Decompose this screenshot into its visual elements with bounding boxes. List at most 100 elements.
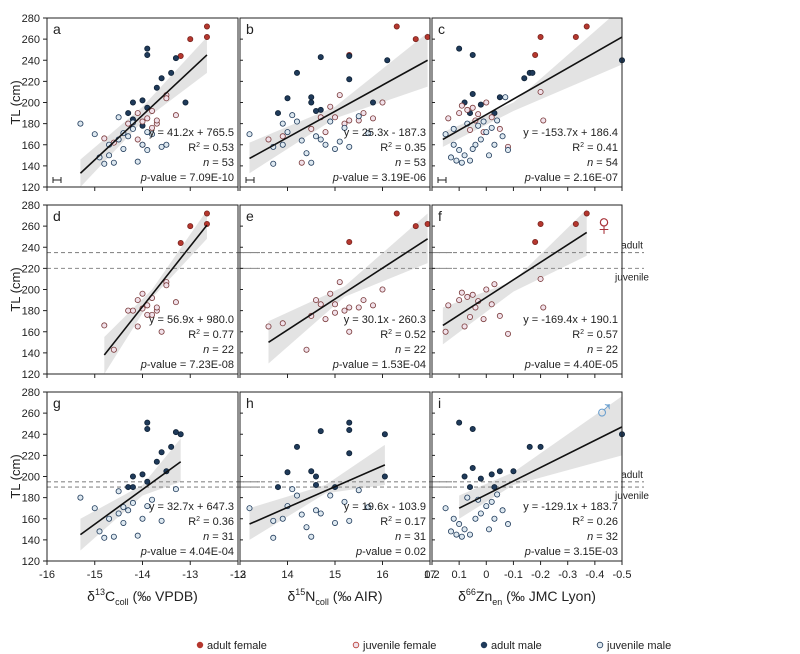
data-point: [144, 478, 151, 485]
regression-equation: y = -169.4x + 190.1: [523, 314, 618, 326]
confidence-band: [442, 209, 587, 345]
x-tick-label: -0.3: [558, 569, 577, 581]
data-point: [327, 103, 334, 110]
r-squared-label: R: [188, 142, 196, 154]
data-point: [445, 115, 452, 122]
data-point: [412, 223, 419, 230]
x-axis-label-sub: en: [492, 597, 502, 607]
sample-size-value: = 22: [593, 344, 618, 356]
data-point: [488, 114, 495, 121]
x-tick-label: 16: [376, 569, 388, 581]
data-point: [144, 419, 151, 426]
legend-label: juvenile male: [606, 640, 671, 652]
r-squared-label: R: [572, 516, 580, 528]
data-point: [504, 521, 511, 528]
sample-size-label: n: [395, 157, 401, 169]
r-squared-value: = 0.35: [392, 142, 426, 154]
panel-letter: a: [53, 21, 61, 37]
data-point: [144, 311, 151, 318]
data-point: [456, 110, 463, 117]
r-squared-sup: 2: [196, 329, 200, 336]
data-point: [279, 320, 286, 327]
data-point: [346, 117, 353, 124]
data-point: [458, 159, 465, 166]
y-tick-label: 120: [22, 556, 40, 568]
r-squared-label: R: [188, 516, 196, 528]
data-point: [346, 143, 353, 150]
y-axis-label: TL (cm): [8, 267, 23, 311]
x-tick-label: -0.1: [504, 569, 523, 581]
data-point: [312, 473, 319, 480]
data-point: [355, 487, 362, 494]
data-point: [458, 102, 465, 109]
panel-a: a y = 41.2x + 765.5 R2 = 0.53 n = 53 p-value…: [8, 13, 239, 194]
data-point: [488, 471, 495, 478]
data-point: [491, 515, 498, 522]
data-point: [172, 299, 179, 306]
y-tick-label: 260: [22, 408, 40, 420]
y-axis-label: TL (cm): [8, 454, 23, 498]
data-point: [139, 515, 146, 522]
data-point: [477, 101, 484, 108]
data-point: [279, 515, 286, 522]
data-point: [187, 36, 194, 43]
r-squared-sup: 2: [388, 142, 392, 149]
data-point: [317, 106, 324, 113]
data-point: [461, 323, 468, 330]
data-point: [521, 75, 528, 82]
x-tick-label: -0.5: [613, 569, 632, 581]
data-point: [346, 328, 353, 335]
data-point: [483, 503, 490, 510]
data-point: [129, 307, 136, 314]
x-axis-label: δ66Znen (‰ JMC Lyon): [458, 587, 596, 607]
r-squared: R2 = 0.36: [188, 516, 234, 528]
data-point: [203, 210, 210, 217]
panel-letter: c: [438, 21, 445, 37]
data-point: [461, 526, 468, 533]
data-point: [203, 221, 210, 228]
panel-c: c y = -153.7x + 186.4 R2 = 0.41 n = 54 p-val…: [431, 17, 626, 191]
data-point: [144, 302, 151, 309]
data-point: [424, 221, 431, 228]
r-squared-label: R: [380, 516, 388, 528]
data-point: [322, 141, 329, 148]
data-point: [125, 110, 132, 117]
r-squared-value: = 0.57: [584, 329, 618, 341]
sample-size-value: = 31: [401, 531, 426, 543]
y-tick-label: 220: [22, 76, 40, 88]
data-point: [496, 312, 503, 319]
panel-b: b y = 25.3x - 187.3 R2 = 0.35 n = 53 p-value…: [239, 17, 431, 191]
p-value: p-value = 7.23E-08: [140, 359, 234, 371]
sample-size-value: = 53: [209, 157, 234, 169]
r-squared-value: = 0.53: [200, 142, 234, 154]
data-point: [472, 141, 479, 148]
data-point: [442, 131, 449, 138]
data-point: [106, 515, 113, 522]
data-point: [526, 443, 533, 450]
r-squared-sup: 2: [580, 516, 584, 523]
data-point: [312, 297, 319, 304]
data-point: [284, 129, 291, 136]
r-squared: R2 = 0.26: [572, 516, 618, 528]
data-point: [485, 526, 492, 533]
data-point: [461, 473, 468, 480]
data-point: [134, 297, 141, 304]
data-point: [469, 465, 476, 472]
data-point: [442, 328, 449, 335]
data-point: [158, 328, 165, 335]
regression-line: [458, 426, 623, 509]
y-tick-label: 280: [22, 200, 40, 212]
data-point: [327, 118, 334, 125]
data-point: [203, 34, 210, 41]
data-point: [384, 57, 391, 64]
panel-h: h y = 19.6x - 103.9 R2 = 0.17 n = 31 p-value…: [234, 391, 452, 607]
data-point: [502, 94, 509, 101]
p-value-value: -value = 2.16E-07: [531, 172, 618, 184]
data-point: [540, 304, 547, 311]
data-point: [488, 301, 495, 308]
p-value-value: -value = 7.23E-08: [147, 359, 234, 371]
sample-size-value: = 53: [401, 157, 426, 169]
data-point: [331, 145, 338, 152]
data-point: [101, 135, 108, 142]
p-value-label: p: [332, 359, 339, 371]
